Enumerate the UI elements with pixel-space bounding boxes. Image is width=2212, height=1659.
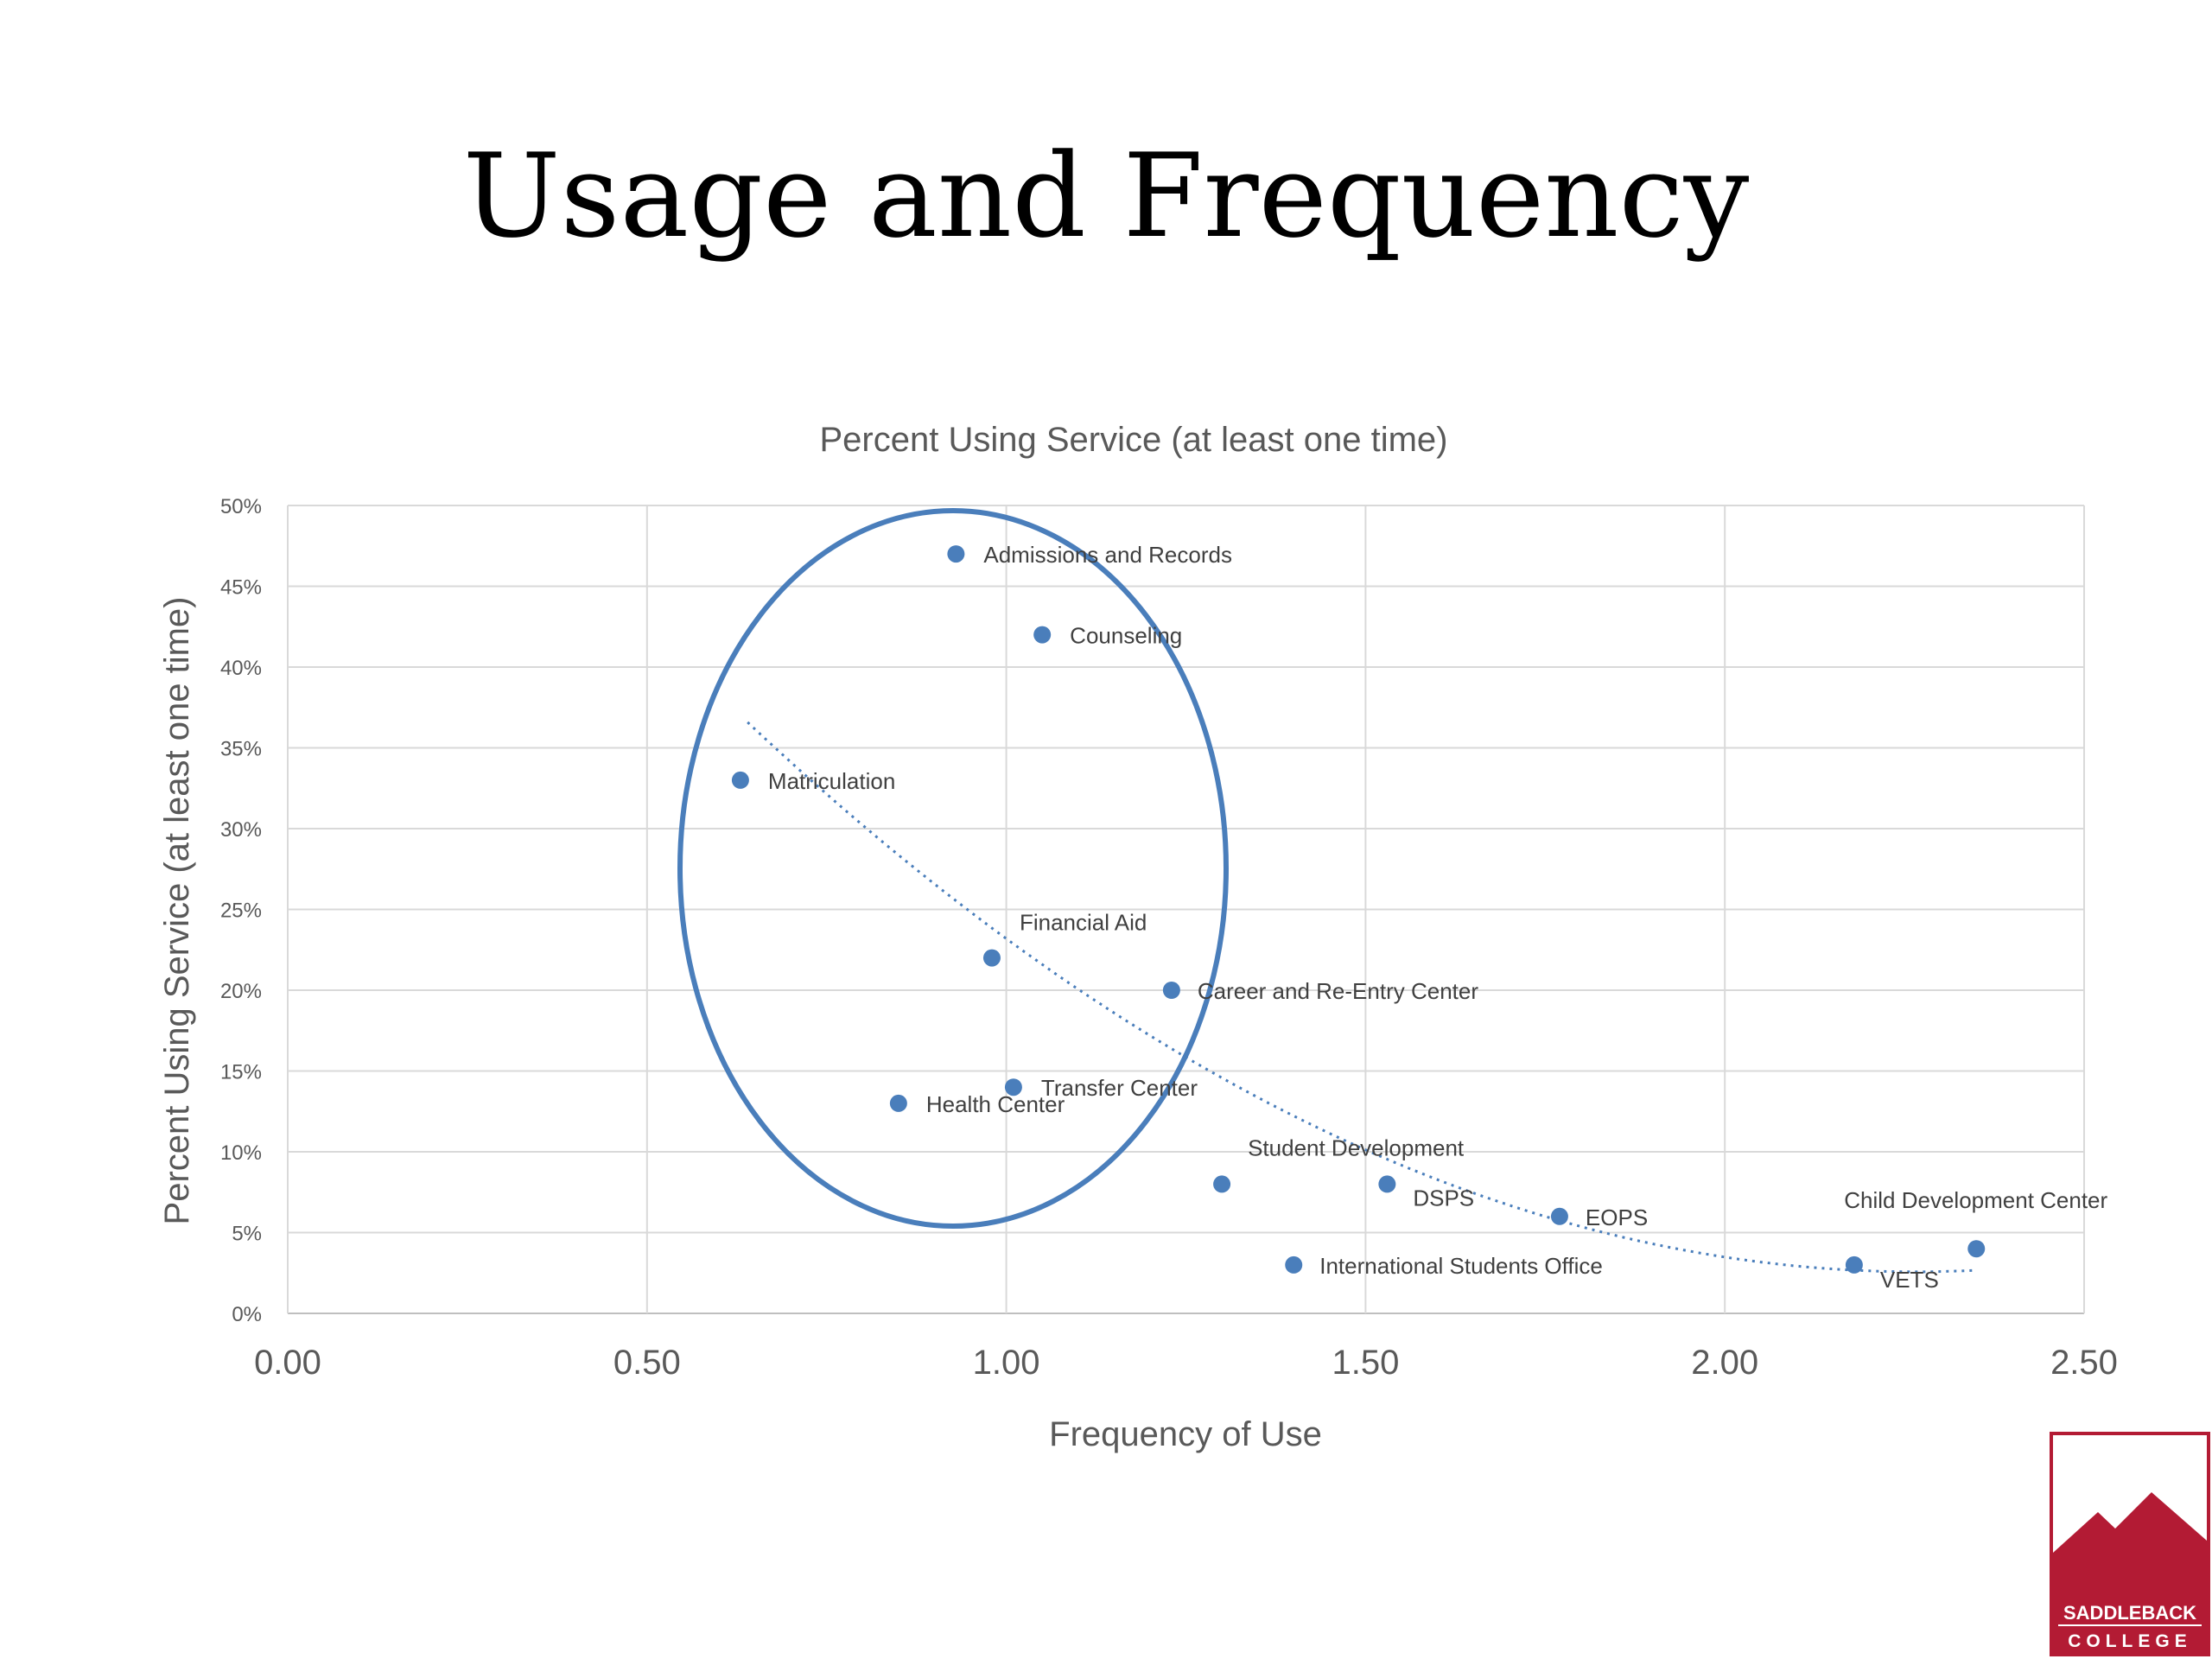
mountain-icon [2053, 1492, 2207, 1596]
x-tick-label: 1.50 [1332, 1344, 1399, 1382]
x-tick-label: 0.00 [254, 1344, 321, 1382]
y-tick-label: 5% [232, 1223, 262, 1246]
y-tick-label: 45% [220, 576, 262, 600]
data-point-label: VETS [1880, 1267, 1939, 1293]
data-point [1162, 982, 1180, 999]
y-axis-title: Percent Using Service (at least one time… [158, 597, 196, 1225]
data-point-label: DSPS [1413, 1185, 1474, 1211]
data-point [731, 771, 749, 789]
y-tick-label: 25% [220, 899, 262, 923]
saddleback-college-logo: SADDLEBACK COLLEGE [2050, 1432, 2210, 1656]
logo-line1: SADDLEBACK [2063, 1602, 2196, 1624]
y-tick-label: 0% [232, 1303, 262, 1326]
data-labels: Admissions and Records Counseling Matricul… [768, 542, 2108, 1293]
data-point [947, 545, 965, 563]
data-point [1033, 626, 1052, 644]
data-point [1285, 1255, 1303, 1274]
data-point [982, 949, 1001, 967]
highlight-ellipse-layer [677, 508, 1229, 1229]
data-point [1967, 1240, 1986, 1258]
x-tick-label: 0.50 [613, 1344, 681, 1382]
x-tick-label: 2.00 [1691, 1344, 1758, 1382]
y-tick-label: 40% [220, 657, 262, 680]
data-point-label: Matriculation [768, 768, 895, 794]
x-tick-label: 1.00 [973, 1344, 1040, 1382]
data-points [731, 545, 1986, 1274]
x-tick-label: 2.50 [2050, 1344, 2118, 1382]
y-axis-ticks: 0% 5% 10% 15% 20% 25% 30% 35% 40% 45% 50% [220, 495, 262, 1326]
data-point-label: International Students Office [1319, 1253, 1603, 1279]
data-point-label: Counseling [1070, 623, 1182, 649]
data-point [1550, 1207, 1568, 1225]
x-axis-ticks: 0.00 0.50 1.00 1.50 2.00 2.50 [254, 1344, 2118, 1382]
y-tick-label: 10% [220, 1141, 262, 1165]
data-point-label: EOPS [1586, 1205, 1648, 1230]
data-point-label: Career and Re-Entry Center [1198, 978, 1478, 1004]
data-point [1004, 1078, 1022, 1096]
data-point-label: Health Center [926, 1091, 1065, 1117]
logo-line2: COLLEGE [2068, 1631, 2192, 1651]
data-point [1213, 1175, 1231, 1193]
data-point [1378, 1175, 1396, 1193]
data-point-label: Transfer Center [1041, 1075, 1198, 1101]
slide-title: Usage and Frequency [462, 129, 1750, 264]
y-tick-label: 30% [220, 818, 262, 842]
y-tick-label: 15% [220, 1061, 262, 1084]
data-point-label: Student Development [1248, 1135, 1465, 1160]
y-tick-label: 35% [220, 738, 262, 761]
y-tick-label: 50% [220, 495, 262, 518]
data-point-label: Financial Aid [1020, 910, 1147, 936]
grid-lines [287, 505, 2085, 1314]
x-axis-title: Frequency of Use [1049, 1415, 1322, 1453]
y-tick-label: 20% [220, 980, 262, 1003]
data-point [889, 1094, 907, 1112]
chart-title: Percent Using Service (at least one time… [820, 421, 1448, 459]
data-point-label: Admissions and Records [983, 542, 1232, 568]
highlight-ellipse [677, 508, 1229, 1229]
data-point-label: Child Development Center [1844, 1187, 2107, 1213]
data-point [1845, 1255, 1863, 1274]
